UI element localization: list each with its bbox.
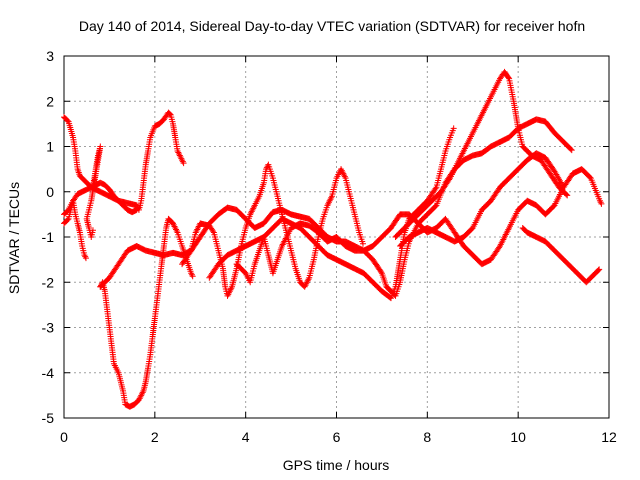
x-tick-label: 8 [423, 429, 431, 445]
series-arc-5 [97, 215, 196, 410]
data-point [64, 216, 71, 223]
data-point [359, 240, 366, 247]
data-point [166, 111, 173, 118]
data-point [505, 74, 512, 81]
data-points [61, 68, 605, 410]
data-point [559, 182, 566, 189]
data-point [446, 176, 453, 183]
series-arc-11 [397, 150, 566, 250]
grid [64, 56, 609, 418]
y-tick-label: 0 [46, 184, 54, 200]
x-tick-label: 2 [151, 429, 159, 445]
series-arc-4 [83, 143, 104, 240]
y-tick-label: 2 [46, 93, 54, 109]
data-point [180, 160, 187, 167]
x-tick-label: 0 [60, 429, 68, 445]
data-point [563, 191, 570, 198]
data-point [496, 244, 503, 251]
data-point [82, 253, 89, 260]
x-tick-label: 4 [242, 429, 250, 445]
y-tick-label: -1 [42, 229, 55, 245]
x-axis: 0 2 4 6 8 10 12 [60, 56, 617, 445]
data-point [189, 273, 196, 280]
y-tick-label: 1 [46, 139, 54, 155]
x-tick-label: 6 [333, 429, 341, 445]
y-tick-label: -5 [42, 410, 55, 426]
y-tick-label: 3 [46, 48, 54, 64]
y-axis-label: SDTVAR / TECUs [6, 182, 22, 294]
series-arc-1 [61, 109, 187, 213]
series-arc-3 [61, 197, 89, 262]
data-point [82, 255, 89, 262]
data-point [568, 147, 575, 154]
data-point [450, 125, 457, 132]
data-point [564, 192, 571, 199]
data-point [432, 185, 439, 192]
x-tick-label: 12 [601, 429, 617, 445]
data-point [567, 146, 574, 153]
data-point [378, 268, 385, 275]
data-point [598, 200, 605, 207]
series-arc-12 [519, 224, 603, 286]
series-arc-8 [206, 125, 457, 302]
y-axis: -5 -4 -3 -2 -1 0 1 2 3 [42, 48, 609, 426]
data-point [596, 266, 603, 273]
data-point [135, 203, 142, 210]
x-axis-label: GPS time / hours [283, 457, 390, 473]
y-tick-label: -4 [42, 365, 55, 381]
chart-title: Day 140 of 2014, Sidereal Day-to-day VTE… [79, 18, 585, 34]
data-point [187, 248, 194, 255]
data-point [89, 227, 96, 234]
y-tick-label: -2 [42, 274, 55, 290]
x-tick-label: 10 [510, 429, 526, 445]
data-point [209, 228, 216, 235]
data-point [597, 199, 604, 206]
data-point [595, 267, 602, 274]
y-tick-label: -3 [42, 320, 55, 336]
data-point [64, 117, 71, 124]
data-point [188, 271, 195, 278]
series-arc-9 [233, 166, 605, 286]
